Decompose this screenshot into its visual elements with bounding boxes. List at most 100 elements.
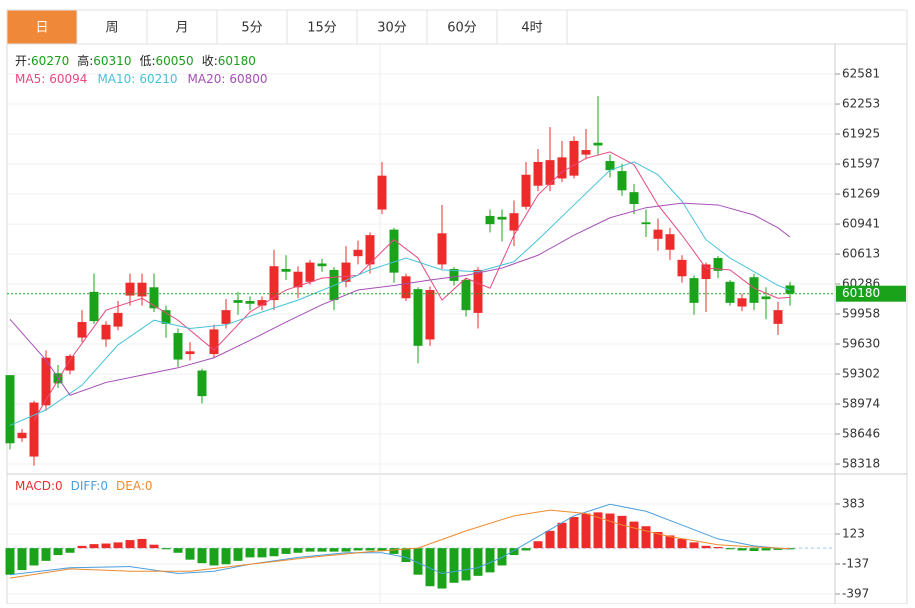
y-tick-label: 58318: [842, 457, 880, 471]
candle-body: [545, 160, 555, 185]
macd-bar: [557, 522, 567, 549]
ma-legend-value: 60094: [49, 72, 87, 86]
macd-bar: [353, 548, 363, 551]
candle-body: [449, 268, 459, 281]
macd-legend: MACD:0 DIFF:0 DEA:0: [15, 479, 153, 493]
candle-body: [269, 266, 279, 301]
candle-body: [713, 258, 723, 271]
y-tick-label: 62581: [842, 67, 880, 81]
macd-bar: [617, 515, 627, 549]
y-tick-label: -397: [842, 586, 869, 600]
macd-bar: [257, 548, 267, 558]
macd-bar: [665, 535, 675, 549]
candle-body: [461, 279, 471, 311]
candle-body: [749, 277, 759, 303]
info-line: 开:60270 高:60310 低:60050 收:60180: [15, 53, 256, 68]
candle-body: [401, 276, 411, 299]
candle-body: [353, 249, 363, 257]
candle-body: [113, 312, 123, 327]
info-value: 60050: [156, 54, 194, 68]
candle-body: [281, 268, 291, 272]
candle-body: [17, 432, 27, 439]
tab[interactable]: [6, 9, 78, 45]
tab-label[interactable]: 日: [35, 21, 48, 36]
macd-bar: [413, 548, 423, 575]
tab-label[interactable]: 15分: [307, 21, 337, 36]
y-tick-label: 59630: [842, 337, 880, 351]
candle-body: [593, 142, 603, 146]
tab[interactable]: [286, 9, 358, 45]
ma-legend: MA5: 60094 MA10: 60210 MA20: 60800: [15, 72, 268, 86]
tab[interactable]: [496, 9, 568, 45]
tab-label[interactable]: 4时: [521, 21, 542, 36]
macd-bar: [305, 548, 315, 552]
candle-body: [629, 192, 639, 205]
candle-body: [557, 157, 567, 179]
tab-label[interactable]: 30分: [377, 21, 407, 36]
ma-line: [9, 202, 791, 396]
macd-bar: [245, 548, 255, 558]
macd-bar: [545, 530, 555, 549]
candle-body: [437, 233, 447, 265]
candle-body: [569, 140, 579, 176]
tab[interactable]: [76, 9, 148, 45]
macd-bar: [293, 548, 303, 553]
candle-body: [137, 282, 147, 297]
macd-bar: [749, 548, 759, 552]
macd-bar: [17, 548, 27, 571]
macd-bar: [65, 548, 75, 553]
y-tick-label: 60613: [842, 247, 880, 261]
candle-body: [761, 296, 771, 300]
ma-line: [33, 151, 791, 421]
macd-bar: [689, 542, 699, 549]
macd-bar: [401, 548, 411, 562]
candle-body: [425, 290, 435, 340]
macd-bar: [713, 547, 723, 549]
macd-bar: [113, 542, 123, 549]
candle-body: [65, 355, 75, 371]
macd-bar: [473, 548, 483, 576]
candle-body: [725, 281, 735, 303]
candle-body: [209, 329, 219, 355]
ma-line: [9, 161, 791, 426]
candle-body: [77, 322, 87, 338]
y-tick-label: 59958: [842, 307, 880, 321]
last-price-label: 60180: [842, 286, 880, 300]
macd-legend-value: 0: [145, 479, 153, 493]
candle-body: [125, 282, 135, 296]
ma-legend-value: 60210: [139, 72, 177, 86]
info-label: 收:: [202, 54, 218, 68]
candle-body: [233, 300, 243, 303]
candle-body: [677, 259, 687, 277]
macd-legend-label: MACD:: [15, 479, 55, 493]
macd-bar: [521, 548, 531, 551]
tab-label[interactable]: 月: [175, 21, 188, 36]
candle-body: [389, 229, 399, 273]
candle-body: [581, 150, 591, 155]
macd-bar: [641, 526, 651, 549]
candle-body: [41, 357, 51, 406]
tab-label[interactable]: 60分: [447, 21, 477, 36]
macd-bar: [185, 548, 195, 560]
candle-body: [173, 333, 183, 360]
last-price-box: [836, 285, 906, 302]
candle-body: [617, 171, 627, 191]
macd-bar: [425, 548, 435, 587]
info-label: 高:: [77, 53, 93, 68]
tab[interactable]: [146, 9, 218, 45]
candle-body: [101, 324, 111, 340]
tab[interactable]: [426, 9, 498, 45]
tab-label[interactable]: 周: [105, 21, 118, 36]
macd-bar: [605, 513, 615, 549]
tab[interactable]: [216, 9, 288, 45]
macd-legend-label: DEA:: [116, 479, 145, 493]
y-tick-label: 58974: [842, 397, 880, 411]
macd-bar: [593, 512, 603, 549]
macd-bar: [461, 548, 471, 581]
ma-legend-value: 60800: [229, 72, 267, 86]
info-label: 开:: [15, 54, 31, 68]
candle-body: [305, 262, 315, 282]
y-tick-label: 383: [842, 496, 865, 510]
macd-bar: [233, 548, 243, 561]
tab-label[interactable]: 5分: [241, 21, 262, 36]
